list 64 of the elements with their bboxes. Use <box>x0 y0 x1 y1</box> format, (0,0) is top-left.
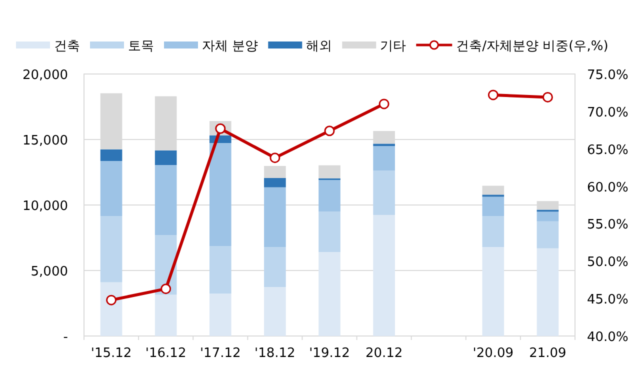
y-tick-label: 10,000 <box>22 199 68 214</box>
bar <box>264 166 286 178</box>
bar <box>154 165 177 235</box>
legend-label: 토목 <box>128 39 154 54</box>
x-tick-label: 21.09 <box>529 346 566 361</box>
bar <box>482 196 504 216</box>
bar <box>482 216 504 248</box>
point <box>270 152 280 164</box>
bar <box>100 216 122 282</box>
x-tick-label: '20.09 <box>472 346 514 361</box>
x-tick-label: '17.12 <box>200 346 241 361</box>
bar <box>264 247 286 288</box>
bar <box>536 248 559 336</box>
y2-tick-label: 75.0% <box>587 68 628 83</box>
legend-label: 건축/자체분양 비중(우,%) <box>456 39 608 54</box>
legend-label: 자체 분양 <box>202 39 258 54</box>
legend-label: 기타 <box>380 39 406 54</box>
bar <box>536 221 559 248</box>
bar <box>373 170 395 215</box>
bar <box>373 214 395 336</box>
point <box>488 90 498 100</box>
bar <box>100 282 122 336</box>
y2-tick-label: 40.0% <box>587 330 628 345</box>
bar <box>318 180 340 212</box>
point <box>378 98 390 110</box>
x-tick-label: '18.12 <box>254 346 296 361</box>
point <box>542 92 553 102</box>
legend-label: 건축 <box>54 39 80 54</box>
y-tick-label: 5,000 <box>30 264 68 280</box>
bar <box>482 247 504 336</box>
bar <box>264 178 286 188</box>
bar <box>318 252 340 336</box>
bar <box>482 186 504 195</box>
bar <box>209 143 232 246</box>
bar <box>154 150 177 166</box>
point <box>160 284 172 294</box>
bar <box>264 287 286 336</box>
x-tick-label: '16.12 <box>145 346 186 361</box>
y2-tick-label: 50.0% <box>587 255 628 270</box>
y-tick-label: 20,000 <box>22 68 68 83</box>
bar <box>318 212 340 252</box>
point <box>106 294 117 306</box>
y-tick-label: - <box>63 330 68 345</box>
bar <box>373 146 395 171</box>
y2-tick-label: 70.0% <box>587 105 628 120</box>
legend-label: 해외 <box>306 39 332 54</box>
bar <box>536 212 559 222</box>
x-tick-label: '19.12 <box>309 346 350 361</box>
bar <box>318 165 340 178</box>
y2-tick-label: 45.0% <box>587 292 628 308</box>
y-tick-label: 15,000 <box>22 134 68 148</box>
bar <box>100 149 122 161</box>
x-tick-label: '15.12 <box>90 346 132 361</box>
point <box>324 126 335 136</box>
bar <box>373 144 395 146</box>
y2-tick-label: 60.0% <box>587 180 628 196</box>
x-tick-label: 20.12 <box>365 346 403 361</box>
bar <box>209 294 232 336</box>
bar <box>154 294 177 336</box>
y2-tick-label: 55.0% <box>587 218 628 233</box>
bar <box>100 160 122 216</box>
bar <box>264 187 286 248</box>
y2-tick-label: 65.0% <box>587 142 628 158</box>
bar <box>209 246 232 294</box>
